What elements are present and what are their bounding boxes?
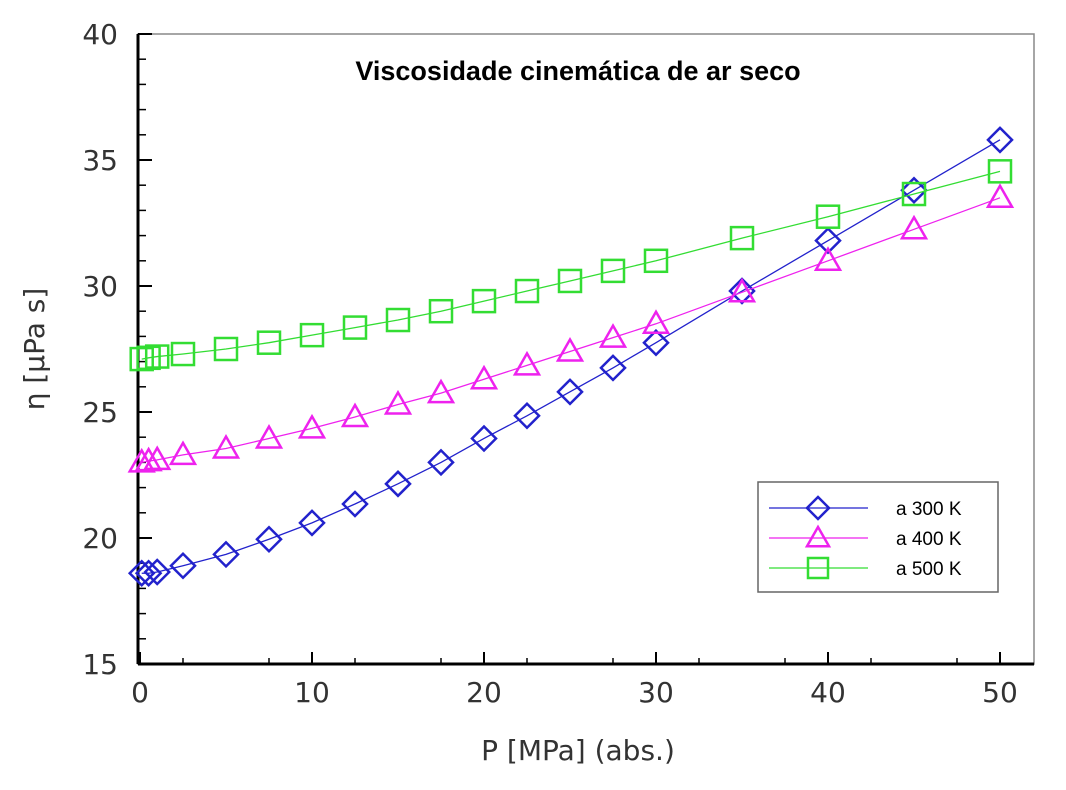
square-marker xyxy=(129,346,154,372)
x-tick-label: 50 xyxy=(982,676,1018,709)
diamond-marker xyxy=(986,126,1014,154)
square-marker xyxy=(299,322,325,348)
diamond-marker xyxy=(642,328,670,357)
y-axis-label: η [µPa s] xyxy=(18,288,51,411)
square-marker xyxy=(170,341,196,367)
chart-title: Viscosidade cinemática de ar seco xyxy=(355,56,800,86)
diamond-marker xyxy=(556,378,584,406)
triangle-marker xyxy=(340,402,370,428)
triangle-marker xyxy=(426,378,456,404)
triangle-marker xyxy=(985,183,1015,209)
diamond-marker xyxy=(384,470,412,498)
square-marker xyxy=(815,204,841,229)
series-a-400-K xyxy=(127,183,1015,473)
square-marker xyxy=(144,344,170,369)
triangle-marker xyxy=(727,277,757,303)
legend-label: a 400 K xyxy=(896,529,962,550)
square-marker xyxy=(428,298,454,324)
diamond-marker xyxy=(143,558,171,586)
y-tick-label: 20 xyxy=(82,522,118,555)
legend: a 300 K a 400 K a 500 K xyxy=(757,481,999,593)
series-line xyxy=(141,139,1001,574)
diamond-marker xyxy=(728,277,756,305)
square-marker xyxy=(901,181,927,207)
triangle-marker xyxy=(143,445,172,471)
square-marker xyxy=(514,278,540,304)
legend-label: a 500 K xyxy=(896,559,962,580)
square-marker xyxy=(136,345,161,371)
diamond-marker xyxy=(255,525,283,554)
square-marker xyxy=(643,248,669,274)
diamond-marker xyxy=(513,402,541,430)
x-tick-label: 20 xyxy=(466,676,502,709)
triangle-marker xyxy=(254,423,284,449)
square-marker xyxy=(213,336,239,362)
y-tick-label: 30 xyxy=(82,270,118,303)
series-line xyxy=(141,197,1001,464)
x-tick-label: 40 xyxy=(810,676,846,709)
series-a-500-K xyxy=(129,159,1013,372)
square-marker xyxy=(987,159,1013,184)
series-line xyxy=(141,170,1001,360)
triangle-marker xyxy=(813,246,843,272)
square-marker xyxy=(729,225,755,251)
series-a-300-K xyxy=(127,126,1014,588)
square-marker xyxy=(806,556,830,580)
legend-box xyxy=(757,481,999,593)
diamond-marker xyxy=(805,495,831,521)
triangle-marker xyxy=(469,364,499,390)
triangle-marker xyxy=(804,524,832,548)
triangle-marker xyxy=(555,337,585,362)
y-tick-label: 35 xyxy=(82,144,118,177)
square-marker xyxy=(385,307,411,333)
diamond-marker xyxy=(212,540,240,569)
triangle-marker xyxy=(127,447,156,473)
diamond-marker xyxy=(900,176,928,205)
triangle-marker xyxy=(598,323,628,348)
x-tick-label: 30 xyxy=(638,676,674,709)
x-axis-label: P [MPa] (abs.) xyxy=(481,734,675,767)
diamond-marker xyxy=(127,559,156,588)
square-marker xyxy=(600,258,626,284)
square-marker xyxy=(471,288,497,314)
triangle-marker xyxy=(512,350,542,376)
square-marker xyxy=(342,315,368,340)
y-tick-label: 40 xyxy=(82,18,118,51)
triangle-marker xyxy=(641,309,671,335)
diamond-marker xyxy=(341,490,369,518)
square-marker xyxy=(557,268,583,294)
triangle-marker xyxy=(899,214,929,240)
triangle-marker xyxy=(134,446,163,472)
y-tick-label: 25 xyxy=(82,396,118,429)
diamond-marker xyxy=(814,226,842,255)
triangle-marker xyxy=(211,434,241,459)
triangle-marker xyxy=(168,440,198,466)
legend-label: a 300 K xyxy=(896,499,962,520)
diamond-marker xyxy=(298,509,326,537)
square-marker xyxy=(256,330,282,355)
y-tick-label: 15 xyxy=(82,648,118,681)
diamond-marker xyxy=(599,354,627,382)
diamond-marker xyxy=(470,424,498,453)
triangle-marker xyxy=(383,389,413,415)
diamond-marker xyxy=(169,551,197,580)
x-tick-label: 10 xyxy=(294,676,330,709)
x-tick-label: 0 xyxy=(131,676,149,709)
diamond-marker xyxy=(427,448,455,477)
triangle-marker xyxy=(297,413,327,439)
diamond-marker xyxy=(134,559,163,588)
